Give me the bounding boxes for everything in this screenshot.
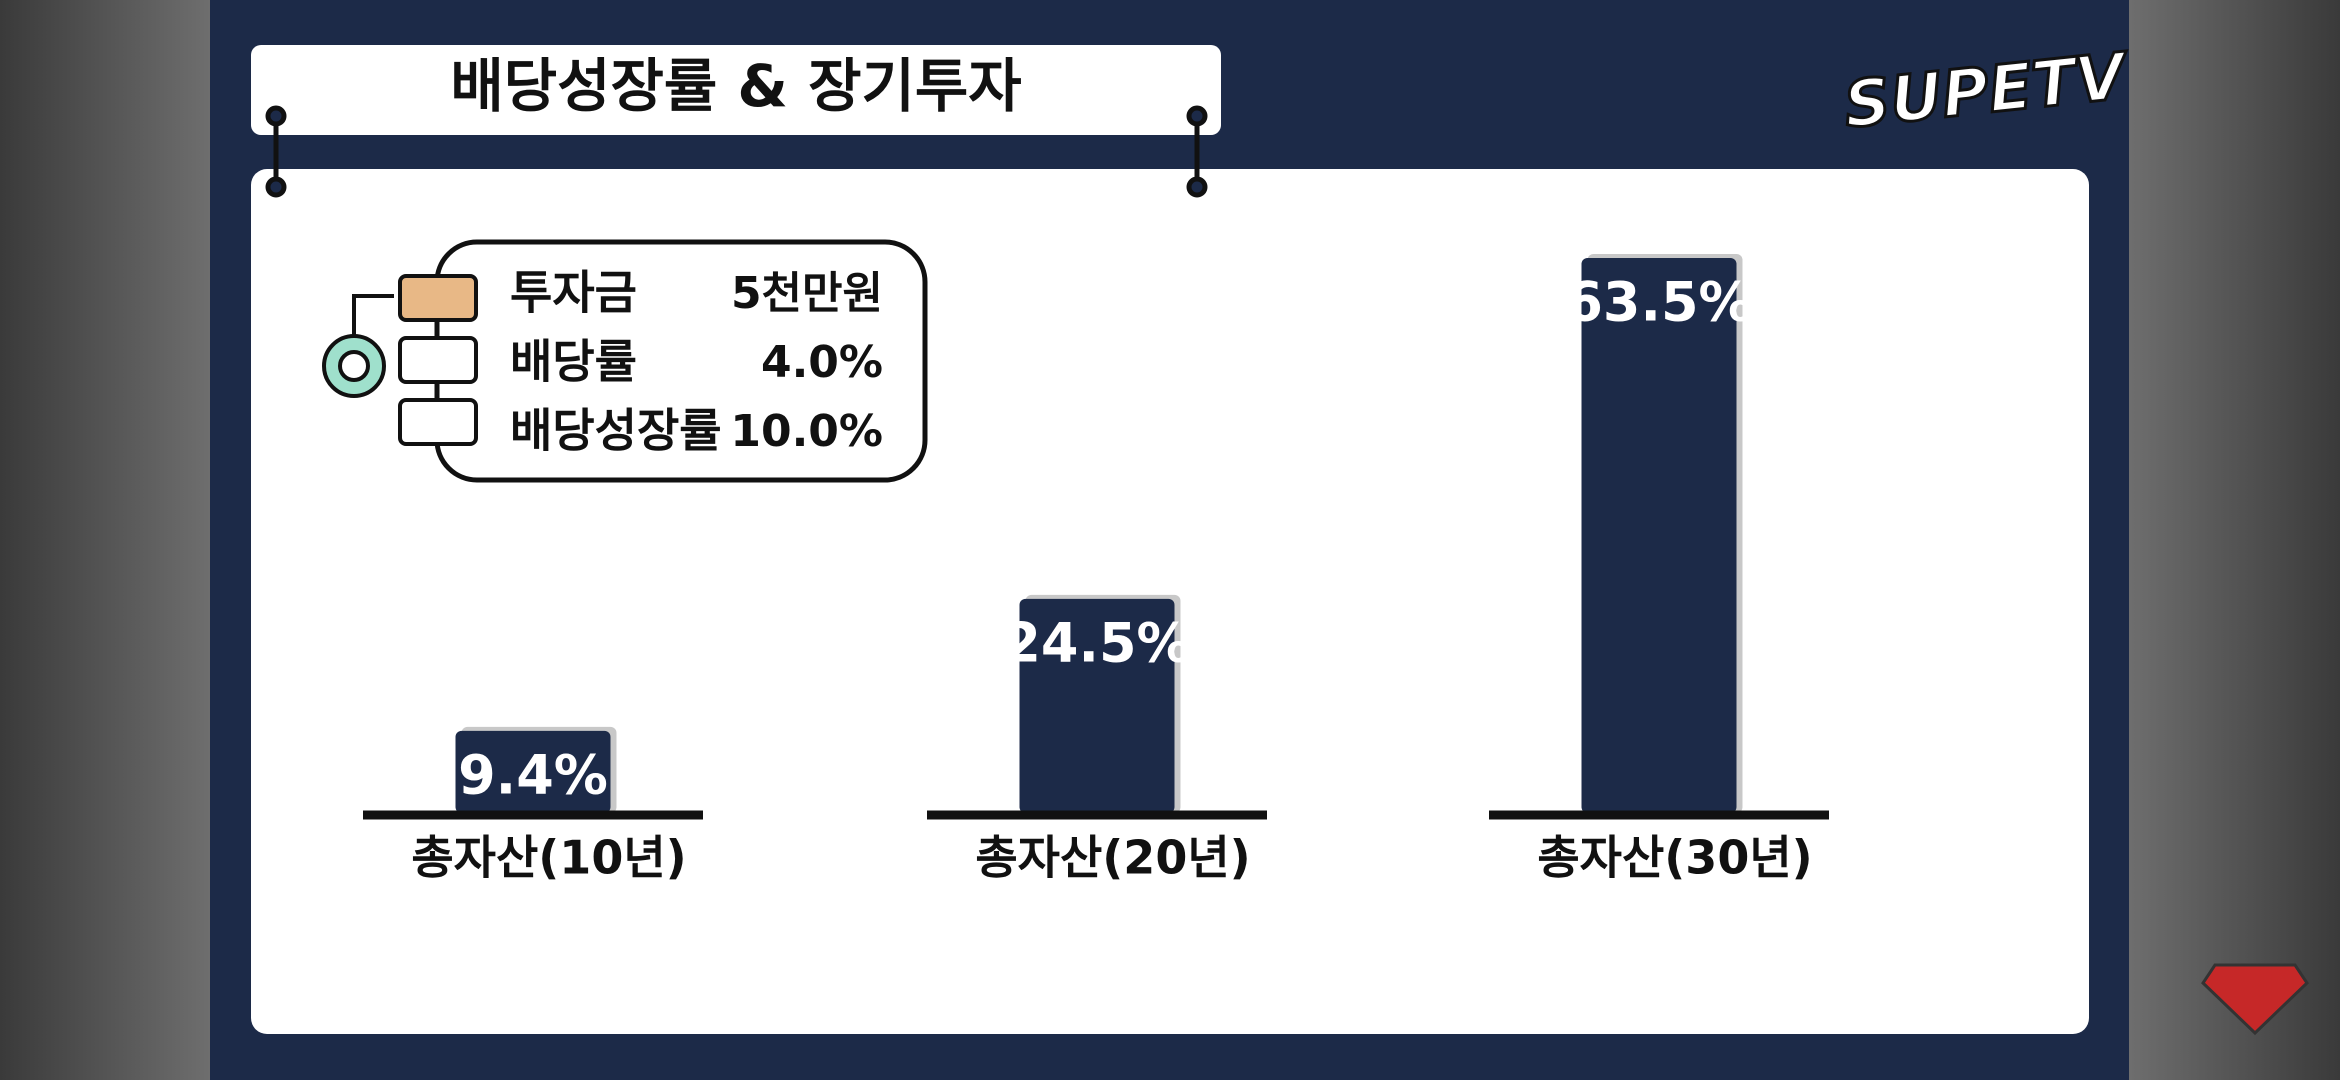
title-box — [251, 45, 1221, 135]
parameter-label: 배당성장률 — [510, 404, 722, 458]
x-tick-label: 총자산(10년) — [411, 831, 686, 885]
parameter-value: 10.0% — [730, 406, 883, 457]
chart-title: 배당성장률 & 장기투자 — [450, 52, 1021, 120]
side-panel — [0, 0, 210, 1080]
x-tick-label: 총자산(30년) — [1537, 831, 1812, 885]
info-icon — [322, 274, 478, 446]
bar — [1581, 258, 1737, 813]
bar — [1019, 598, 1175, 813]
side-panel — [2129, 0, 2340, 1080]
parameter-label: 투자금 — [510, 266, 637, 320]
parameter-value: 4.0% — [761, 337, 883, 388]
value-label: 24.5% — [1003, 612, 1190, 675]
bar — [455, 730, 611, 813]
badge-icon — [2201, 963, 2309, 1036]
parameter-value: 5천만원 — [731, 268, 883, 319]
pins — [265, 105, 1208, 198]
x-tick-label: 총자산(20년) — [975, 831, 1250, 885]
parameter-label: 배당률 — [510, 335, 637, 389]
value-label: 9.4% — [458, 743, 608, 806]
value-label: 63.5% — [1565, 271, 1752, 334]
